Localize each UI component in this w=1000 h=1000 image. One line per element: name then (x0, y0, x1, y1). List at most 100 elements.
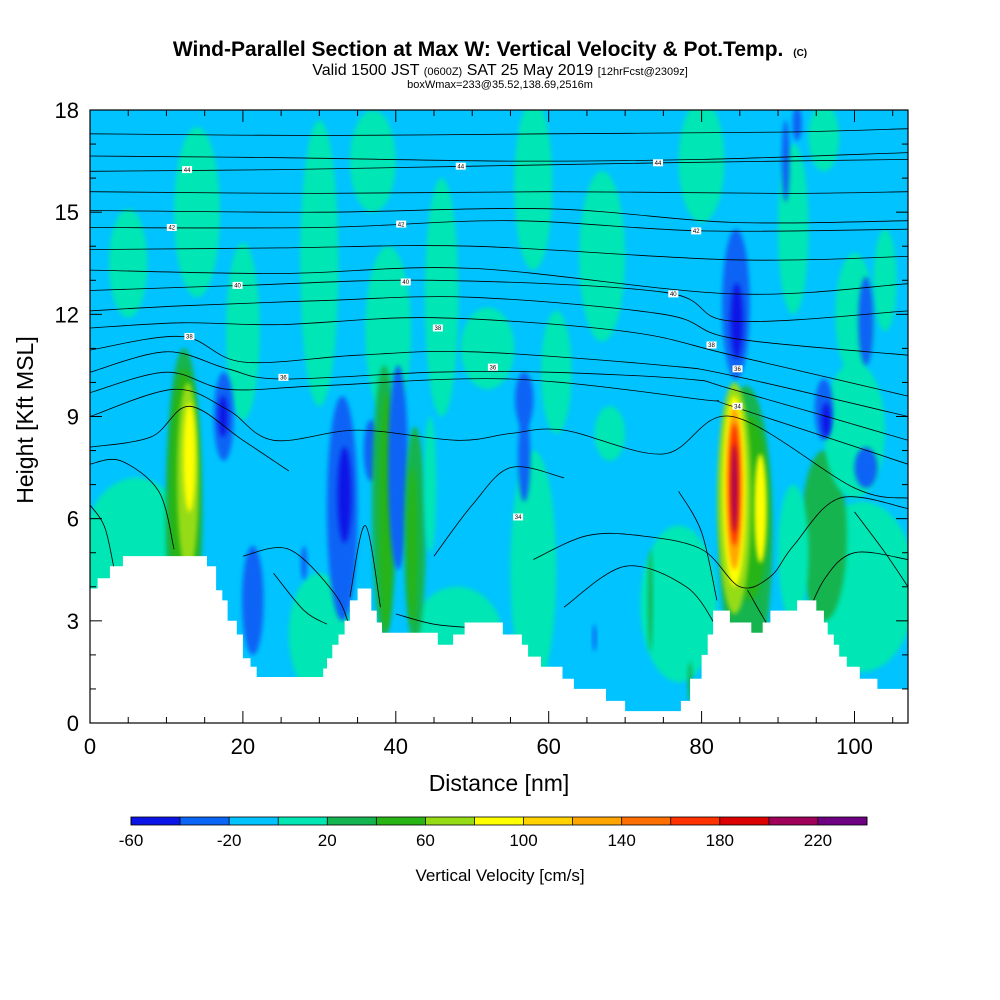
contour-label: 44 (457, 164, 464, 170)
velocity-contour (183, 402, 196, 512)
theta-contour-line (90, 128, 908, 136)
chart-subtitle-box: boxWmax=233@35.52,138.69,2516m (407, 79, 593, 91)
colorbar-swatch (523, 817, 573, 825)
colorbar-label: 140 (607, 831, 635, 850)
contour-label: 36 (490, 365, 497, 371)
velocity-field (90, 110, 908, 703)
theta-contour-line (90, 279, 908, 323)
contour-label: 38 (434, 326, 441, 332)
contour-label-background (396, 220, 407, 228)
y-axis-label: Height [Kft MSL] (12, 336, 38, 503)
contour-label: 36 (734, 367, 741, 373)
velocity-contour (109, 208, 148, 318)
theta-contour-line (90, 191, 908, 194)
colorbar-label: -60 (119, 831, 144, 850)
colorbar: -60 -20 20 60 100 140 180 220 (119, 816, 868, 850)
chart-subtitle: Valid 1500 JST (0600Z) SAT 25 May 2019 [… (312, 62, 688, 79)
theta-contour-line (533, 496, 908, 589)
contour-label: 38 (708, 343, 715, 349)
theta-contour-line (90, 405, 290, 472)
colorbar-title: Vertical Velocity [cm/s] (415, 866, 584, 885)
theta-contour-line (90, 267, 908, 295)
theta-contours (90, 128, 908, 640)
contour-label: 34 (734, 404, 741, 410)
contour-label: 40 (670, 292, 677, 298)
colorbar-label: 60 (416, 831, 435, 850)
theta-contour-line (90, 458, 175, 550)
velocity-contour (579, 171, 626, 342)
velocity-contour (640, 525, 717, 683)
velocity-contour (778, 484, 809, 621)
x-axis-label: Distance [nm] (429, 770, 570, 796)
velocity-contour (678, 110, 725, 223)
y-tick-label: 3 (67, 609, 79, 634)
contour-label-background (732, 402, 743, 410)
contour-label-background (513, 513, 524, 521)
contour-label-background (487, 363, 498, 371)
contour-label-background (182, 166, 193, 174)
velocity-contour (518, 413, 531, 502)
colorbar-swatch (278, 817, 328, 825)
velocity-contour (514, 110, 553, 271)
y-tick-label: 18 (55, 98, 79, 123)
y-tick-label: 0 (67, 711, 79, 736)
contour-label-background (166, 223, 177, 231)
velocity-contour (821, 402, 831, 437)
velocity-contour (515, 372, 534, 427)
colorbar-swatch (474, 817, 524, 825)
contour-label: 38 (186, 335, 193, 341)
contour-label-background (653, 159, 664, 167)
contour-label-background (668, 290, 679, 298)
theta-contour-line (273, 572, 328, 625)
colorbar-swatch (719, 817, 769, 825)
contour-label: 42 (398, 222, 405, 228)
contour-label: 36 (280, 376, 287, 382)
velocity-contour (731, 443, 738, 533)
theta-contour-line (349, 525, 381, 608)
contour-label-background (732, 365, 743, 373)
contour-label-background (184, 332, 195, 340)
contour-label-background (455, 162, 466, 170)
colorbar-swatch (817, 817, 867, 825)
velocity-contour (808, 110, 840, 172)
velocity-contour (800, 450, 847, 621)
colorbar-label: 180 (706, 831, 734, 850)
theta-contour-line (90, 317, 908, 397)
velocity-contour (408, 467, 418, 625)
x-tick-label: 0 (84, 734, 96, 759)
x-tick-label: 100 (836, 734, 873, 759)
contour-label-background (400, 278, 411, 286)
velocity-contour (174, 127, 220, 298)
plot-area: 44 44 44 42 42 42 40 40 40 38 38 38 36 36 36 34 34 (90, 110, 908, 723)
colorbar-swatch (376, 817, 426, 825)
theta-contour-line (90, 371, 908, 465)
velocity-contour (424, 416, 437, 553)
theta-contour-line (854, 511, 908, 588)
contour-label-background (278, 373, 289, 381)
velocity-contour (218, 396, 228, 437)
velocity-contour (854, 447, 878, 489)
colorbar-label: 100 (509, 831, 537, 850)
velocity-contour (242, 545, 264, 655)
theta-contour-line (90, 245, 908, 261)
colorbar-label: 220 (804, 831, 832, 850)
theta-contour-line (395, 613, 473, 628)
x-tick-label: 40 (384, 734, 408, 759)
theta-contour-labels: 44 44 44 42 42 42 40 40 40 38 38 38 36 36 36 34 34 (166, 159, 743, 521)
colorbar-swatch (131, 817, 181, 825)
colorbar-swatch (670, 817, 720, 825)
velocity-contour (873, 229, 897, 332)
contour-label-background (706, 341, 717, 349)
contour-label: 42 (693, 229, 700, 235)
y-tick-label: 6 (67, 507, 79, 532)
theta-contour-line (90, 351, 908, 441)
contour-label: 44 (184, 168, 191, 174)
velocity-contour (460, 307, 515, 390)
velocity-contour (388, 365, 409, 570)
terrain (90, 556, 908, 723)
colorbar-swatch (768, 817, 818, 825)
colorbar-label: -20 (217, 831, 242, 850)
x-tick-label: 80 (689, 734, 713, 759)
